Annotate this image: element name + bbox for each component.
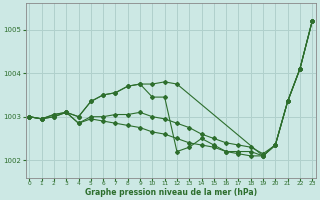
X-axis label: Graphe pression niveau de la mer (hPa): Graphe pression niveau de la mer (hPa) xyxy=(85,188,257,197)
